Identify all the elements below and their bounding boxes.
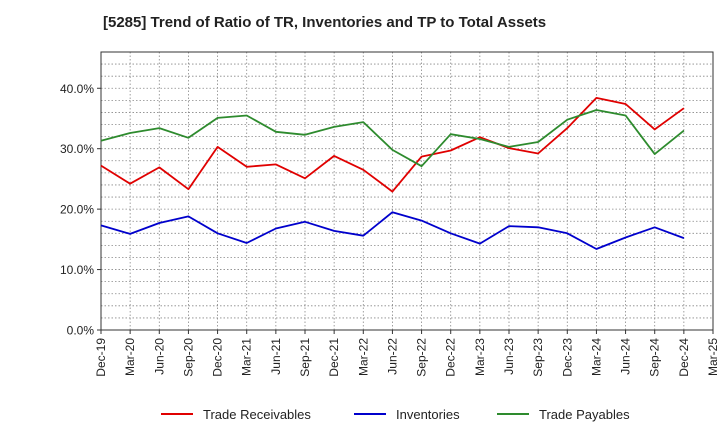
x-tick-label: Mar-20	[123, 338, 137, 376]
x-tick-label: Mar-22	[356, 338, 370, 376]
grid-lines	[100, 51, 714, 331]
y-tick-label: 40.0%	[60, 82, 94, 96]
plot-border	[100, 51, 714, 331]
x-tick-labels: Dec-19 Mar-20 Jun-20 Sep-20 Dec-20 Mar-21 Jun-…	[94, 338, 720, 377]
x-tick-label: Mar-24	[589, 338, 603, 376]
x-tick-label: Sep-22	[415, 338, 429, 377]
legend: Trade Receivables Inventories Trade Payabl…	[161, 407, 630, 422]
x-tick-label: Jun-21	[269, 338, 283, 375]
x-tick-label: Mar-25	[706, 338, 720, 376]
x-tick-label: Dec-21	[327, 338, 341, 377]
legend-label: Trade Receivables	[203, 407, 311, 422]
legend-label: Trade Payables	[539, 407, 630, 422]
x-tick-label: Dec-22	[444, 338, 458, 377]
x-tick-label: Jun-22	[385, 338, 399, 375]
x-tick-label: Jun-23	[502, 338, 516, 375]
y-tick-label: 20.0%	[60, 203, 94, 217]
y-tick-labels: 0.0% 10.0% 20.0% 30.0% 40.0%	[60, 82, 94, 338]
y-tick-label: 30.0%	[60, 142, 94, 156]
x-tick-label: Sep-20	[181, 338, 195, 377]
series-line-trade-receivables	[100, 97, 685, 193]
x-tick-label: Jun-20	[152, 338, 166, 375]
x-tick-label: Sep-23	[531, 338, 545, 377]
y-tick-label: 0.0%	[67, 324, 95, 338]
x-tick-label: Dec-24	[677, 338, 691, 377]
x-tick-label: Mar-23	[473, 338, 487, 376]
series-line-trade-payables	[100, 109, 685, 168]
x-tick-label: Dec-23	[560, 338, 574, 377]
y-tick-label: 10.0%	[60, 263, 94, 277]
x-tick-label: Sep-21	[298, 338, 312, 377]
x-tick-label: Sep-24	[648, 338, 662, 377]
legend-label: Inventories	[396, 407, 460, 422]
series-lines	[100, 97, 685, 250]
axes	[97, 51, 714, 334]
x-tick-label: Jun-24	[619, 338, 633, 375]
x-tick-label: Mar-21	[240, 338, 254, 376]
chart-title: [5285] Trend of Ratio of TR, Inventories…	[103, 14, 547, 31]
series-line-inventories	[100, 211, 685, 250]
x-tick-label: Dec-19	[94, 338, 108, 377]
x-tick-label: Dec-20	[211, 338, 225, 377]
